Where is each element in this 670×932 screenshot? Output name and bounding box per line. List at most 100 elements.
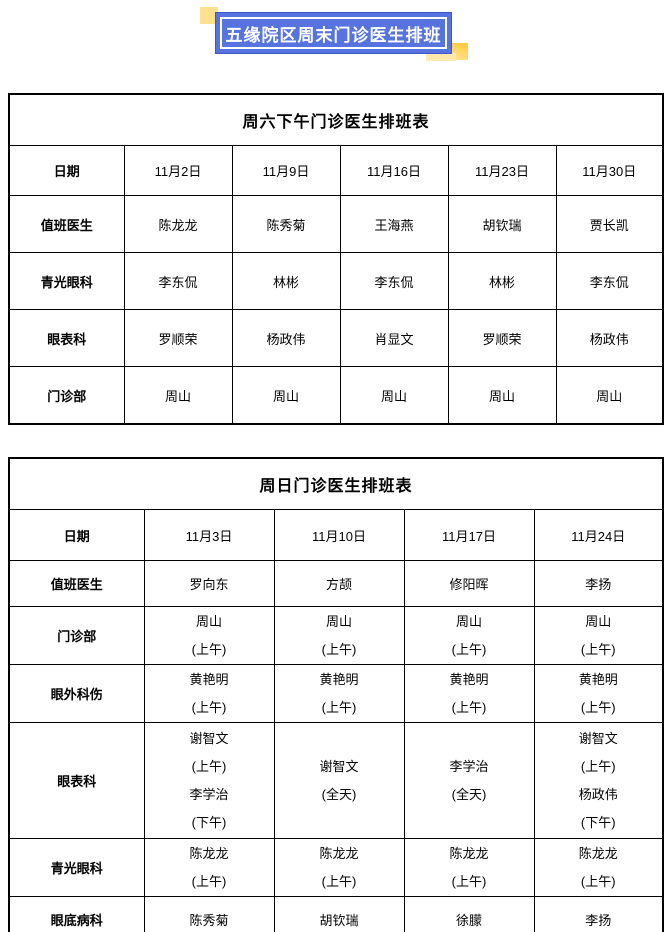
schedule-cell-line: (上午) — [191, 873, 227, 889]
schedule-cell-line: 陈龙龙 — [189, 845, 229, 861]
schedule-cell: 陈龙龙 — [123, 195, 233, 253]
schedule-cell: 周山 — [123, 366, 233, 425]
schedule-cell: 11月16日 — [339, 145, 449, 196]
schedule-cell-line: 周山 — [585, 613, 612, 629]
schedule-cell: 陈龙龙 (上午) — [533, 838, 664, 897]
schedule-cell: 陈秀菊 — [143, 896, 275, 932]
row-label: 门诊部 — [8, 366, 125, 425]
row-label: 青光眼科 — [8, 838, 145, 897]
schedule-cell-line: 谢智文 — [319, 758, 359, 774]
table-row: 门诊部 周山 周山 周山 周山 周山 — [8, 366, 664, 425]
schedule-cell-line: (上午) — [451, 699, 487, 715]
table-row: 青光眼科 陈龙龙 (上午) 陈龙龙 (上午) 陈龙龙 (上午) 陈龙龙 (上午) — [8, 838, 664, 897]
schedule-cell: 李东侃 — [555, 252, 664, 310]
table-row: 日期 11月2日 11月9日 11月16日 11月23日 11月30日 — [8, 145, 664, 196]
table-row: 值班医生 罗向东 方颉 修阳晖 李扬 — [8, 560, 664, 607]
schedule-cell-line: 陈龙龙 — [449, 845, 489, 861]
schedule-cell: 胡钦瑞 — [447, 195, 557, 253]
schedule-cell: 黄艳明 (上午) — [403, 664, 535, 723]
schedule-cell-line: 黄艳明 — [189, 671, 229, 687]
schedule-cell: 李东侃 — [123, 252, 233, 310]
row-label: 眼表科 — [8, 722, 145, 839]
schedule-cell-line: (上午) — [191, 758, 227, 774]
table-row: 眼外科伤 黄艳明 (上午) 黄艳明 (上午) 黄艳明 (上午) 黄艳明 (上午) — [8, 664, 664, 723]
schedule-cell: 陈秀菊 — [231, 195, 341, 253]
schedule-cell: 陈龙龙 (上午) — [273, 838, 405, 897]
schedule-cell: 李扬 — [533, 896, 664, 932]
schedule-cell: 修阳晖 — [403, 560, 535, 607]
schedule-cell-line: 周山 — [195, 613, 222, 629]
schedule-cell: 陈龙龙 (上午) — [403, 838, 535, 897]
saturday-schedule-table: 周六下午门诊医生排班表 日期 11月2日 11月9日 11月16日 11月23日 11月30… — [8, 93, 665, 425]
table-row: 青光眼科 李东侃 林彬 李东侃 林彬 李东侃 — [8, 252, 664, 310]
schedule-cell-line: (上午) — [580, 758, 616, 774]
schedule-cell-line: (全天) — [451, 786, 487, 802]
schedule-cell-line: 周山 — [455, 613, 482, 629]
schedule-cell: 胡钦瑞 — [273, 896, 405, 932]
banner-accent-strip — [426, 53, 456, 61]
banner-title: 五缘院区周末门诊医生排班 — [220, 17, 447, 49]
schedule-cell: 罗向东 — [143, 560, 275, 607]
schedule-cell-line: 黄艳明 — [319, 671, 359, 687]
schedule-cell: 贾长凯 — [555, 195, 664, 253]
schedule-cell: 周山 (上午) — [533, 606, 664, 665]
schedule-cell-line: (下午) — [580, 814, 616, 830]
schedule-cell: 周山 (上午) — [403, 606, 535, 665]
schedule-cell-line: 杨政伟 — [578, 786, 618, 802]
schedule-cell-line: (上午) — [321, 873, 357, 889]
schedule-cell: 周山 (上午) — [273, 606, 405, 665]
schedule-cell: 李学治 (全天) — [403, 722, 535, 839]
row-label: 值班医生 — [8, 560, 145, 607]
table-title-row: 周日门诊医生排班表 — [8, 457, 664, 510]
schedule-cell: 杨政伟 — [231, 309, 341, 367]
schedule-cell-line: (上午) — [321, 699, 357, 715]
schedule-cell-line: (上午) — [451, 873, 487, 889]
table-row: 眼表科 罗顺荣 杨政伟 肖显文 罗顺荣 杨政伟 — [8, 309, 664, 367]
schedule-cell: 林彬 — [231, 252, 341, 310]
schedule-cell: 11月3日 — [143, 509, 275, 561]
banner: 五缘院区周末门诊医生排班 — [0, 0, 670, 93]
sunday-schedule-table: 周日门诊医生排班表 日期 11月3日 11月10日 11月17日 11月24日 值班医生 罗向… — [8, 457, 665, 932]
schedule-cell: 方颉 — [273, 560, 405, 607]
row-label: 日期 — [8, 509, 145, 561]
schedule-cell: 王海燕 — [339, 195, 449, 253]
schedule-cell-line: (下午) — [191, 814, 227, 830]
row-label: 日期 — [8, 145, 125, 196]
table-title: 周日门诊医生排班表 — [8, 457, 664, 510]
schedule-cell: 11月10日 — [273, 509, 405, 561]
schedule-cell: 谢智文 (上午) 杨政伟 (下午) — [533, 722, 664, 839]
schedule-cell: 谢智文 (上午) 李学治 (下午) — [143, 722, 275, 839]
schedule-cell: 谢智文 (全天) — [273, 722, 405, 839]
schedule-cell: 11月9日 — [231, 145, 341, 196]
schedule-cell-line: 周山 — [325, 613, 352, 629]
table-row: 日期 11月3日 11月10日 11月17日 11月24日 — [8, 509, 664, 561]
schedule-cell-line: (上午) — [580, 873, 616, 889]
schedule-cell: 11月17日 — [403, 509, 535, 561]
schedule-cell: 11月24日 — [533, 509, 664, 561]
banner-title-box: 五缘院区周末门诊医生排班 — [215, 12, 452, 54]
table-row: 眼表科 谢智文 (上午) 李学治 (下午) 谢智文 (全天) 李学治 (全天) 谢智文 (上午) 杨政… — [8, 722, 664, 839]
schedule-cell: 11月30日 — [555, 145, 664, 196]
schedule-cell: 11月2日 — [123, 145, 233, 196]
row-label: 眼外科伤 — [8, 664, 145, 723]
schedule-cell-line: 黄艳明 — [578, 671, 618, 687]
schedule-cell-line: 黄艳明 — [449, 671, 489, 687]
schedule-cell: 陈龙龙 (上午) — [143, 838, 275, 897]
schedule-cell-line: (上午) — [321, 641, 357, 657]
table-title: 周六下午门诊医生排班表 — [8, 93, 664, 146]
schedule-cell-line: (上午) — [451, 641, 487, 657]
schedule-cell: 李扬 — [533, 560, 664, 607]
schedule-cell-line: (上午) — [580, 699, 616, 715]
schedule-cell-line: 谢智文 — [578, 730, 618, 746]
schedule-cell-line: (全天) — [321, 786, 357, 802]
schedule-cell: 黄艳明 (上午) — [143, 664, 275, 723]
schedule-cell: 罗顺荣 — [447, 309, 557, 367]
schedule-cell-line: (上午) — [580, 641, 616, 657]
schedule-cell: 黄艳明 (上午) — [533, 664, 664, 723]
banner-accent-topleft — [200, 7, 218, 24]
schedule-cell: 周山 (上午) — [143, 606, 275, 665]
table-title-row: 周六下午门诊医生排班表 — [8, 93, 664, 146]
schedule-cell-line: (上午) — [191, 699, 227, 715]
schedule-cell: 徐朦 — [403, 896, 535, 932]
